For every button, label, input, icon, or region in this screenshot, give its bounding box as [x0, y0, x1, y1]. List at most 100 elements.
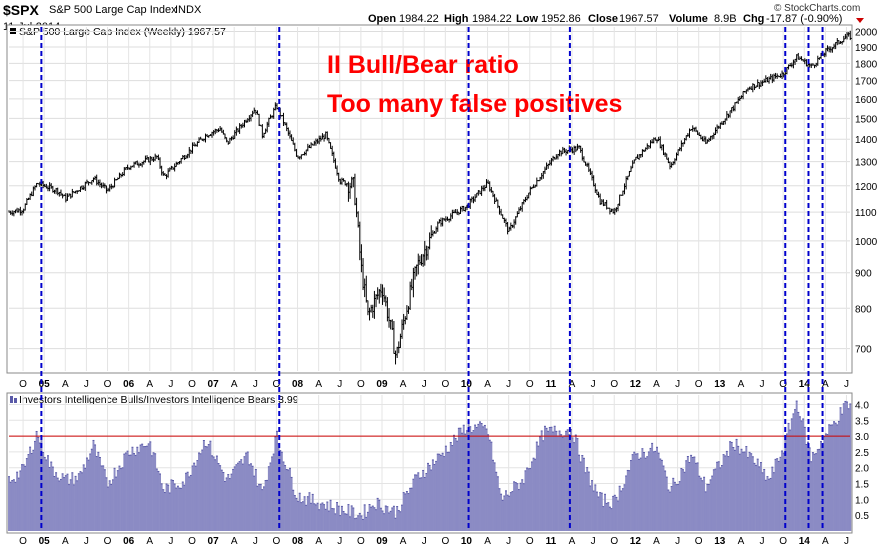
- ratio-bar: [618, 486, 621, 531]
- ratio-bar: [524, 470, 527, 531]
- price-y-tick-label: 1500: [855, 114, 878, 125]
- ratio-bar: [251, 466, 254, 531]
- ratio-x-tick-label: J: [422, 536, 427, 547]
- open-label: Open: [368, 13, 396, 25]
- ratio-bar: [558, 431, 561, 531]
- ratio-bar: [146, 446, 149, 531]
- ratio-bar: [392, 506, 395, 531]
- price-y-tick-label: 900: [855, 269, 872, 280]
- ratio-bar: [224, 481, 226, 531]
- ratio-bar: [735, 439, 738, 531]
- ratio-x-tick-label: A: [315, 536, 322, 547]
- ratio-bar: [69, 479, 72, 531]
- price-x-tick-label: 12: [630, 379, 642, 390]
- price-x-tick-label: O: [357, 379, 365, 390]
- index-name-label: S&P 500 Large Cap Index: [49, 4, 177, 16]
- ratio-bar: [344, 513, 347, 531]
- ratio-bar: [258, 484, 261, 531]
- ratio-bar: [81, 472, 84, 531]
- price-x-tick-label: O: [19, 379, 27, 390]
- ratio-bar: [693, 457, 696, 531]
- ratio-bar: [599, 492, 602, 531]
- ratio-y-tick-label: 4.0: [855, 400, 869, 411]
- ratio-bar: [399, 511, 402, 531]
- ratio-bar: [644, 458, 647, 531]
- ratio-bar: [545, 428, 548, 531]
- ratio-bar: [9, 482, 12, 531]
- ratio-bar: [248, 464, 251, 531]
- chg-label: Chg: [743, 13, 764, 25]
- ratio-bar: [347, 504, 350, 531]
- ratio-x-tick-label: A: [146, 536, 153, 547]
- ratio-bar: [32, 450, 35, 531]
- ratio-bar: [795, 401, 798, 531]
- ratio-bar: [230, 474, 233, 531]
- ratio-bar: [824, 433, 827, 531]
- ratio-bar: [685, 460, 688, 531]
- ratio-bar: [256, 486, 259, 531]
- ratio-bar: [339, 515, 342, 531]
- ratio-bar: [311, 494, 314, 531]
- ratio-bar: [368, 504, 371, 531]
- ratio-bar: [482, 426, 485, 531]
- price-x-tick-label: J: [84, 379, 89, 390]
- price-x-tick-label: J: [337, 379, 342, 390]
- ratio-bar: [292, 490, 295, 531]
- copyright-label: © StockCharts.com: [774, 3, 860, 14]
- ratio-bar: [787, 423, 790, 531]
- ratio-bar: [490, 442, 493, 531]
- ratio-bar: [355, 518, 358, 531]
- price-x-tick-label: 14: [799, 379, 811, 390]
- ratio-bar: [378, 500, 381, 531]
- ratio-bar: [517, 489, 520, 531]
- ratio-bar: [477, 424, 480, 531]
- price-x-tick-label: J: [760, 379, 765, 390]
- ratio-bar: [196, 460, 199, 531]
- ratio-x-tick-label: A: [569, 536, 576, 547]
- ratio-bar: [816, 449, 819, 531]
- ratio-bar: [776, 458, 779, 531]
- ratio-bar: [295, 498, 298, 531]
- ratio-bar: [633, 452, 636, 531]
- ratio-bar: [659, 459, 662, 531]
- ratio-bar: [539, 436, 542, 531]
- ratio-bar: [139, 445, 142, 531]
- low-value: 1952.86: [541, 13, 581, 25]
- ratio-bar: [733, 450, 736, 531]
- ratio-bar: [682, 469, 684, 531]
- ratio-bar: [451, 445, 454, 531]
- ratio-bar: [660, 460, 663, 531]
- ratio-y-axis: 0.5 1.0 1.5 2.0 2.5 3.0 3.5 4.0: [855, 400, 869, 522]
- ratio-bar: [8, 476, 10, 531]
- ratio-bar: [323, 504, 326, 531]
- ratio-x-tick-label: 10: [461, 536, 473, 547]
- volume-label: Volume: [669, 13, 708, 25]
- ratio-bar: [800, 420, 803, 531]
- ratio-bar: [16, 472, 19, 531]
- ratio-bar: [639, 458, 642, 531]
- ratio-bar: [405, 491, 408, 531]
- price-x-tick-label: A: [146, 379, 153, 390]
- ratio-x-tick-label: O: [695, 536, 703, 547]
- ratio-bar: [704, 491, 707, 531]
- ratio-bar: [665, 477, 668, 531]
- ratio-bar: [823, 436, 826, 531]
- ratio-bar: [243, 456, 246, 531]
- ratio-bar: [24, 466, 27, 531]
- ratio-bar: [37, 437, 40, 531]
- ratio-bar: [605, 503, 608, 531]
- ratio-x-tick-label: A: [653, 536, 660, 547]
- ratio-bar: [305, 505, 308, 531]
- ratio-bar: [154, 453, 157, 531]
- ratio-y-tick-label: 2.0: [855, 464, 869, 475]
- ratio-bar: [592, 491, 595, 531]
- down-arrow-icon: [856, 18, 864, 23]
- ratio-bar: [38, 443, 41, 531]
- ratio-x-tick-label: O: [273, 536, 281, 547]
- ratio-x-tick-label: O: [779, 536, 787, 547]
- ratio-bar: [402, 492, 405, 531]
- ratio-bar: [849, 403, 852, 531]
- ratio-bar: [159, 473, 162, 531]
- ratio-bar: [657, 453, 660, 531]
- ratio-bar: [664, 470, 667, 531]
